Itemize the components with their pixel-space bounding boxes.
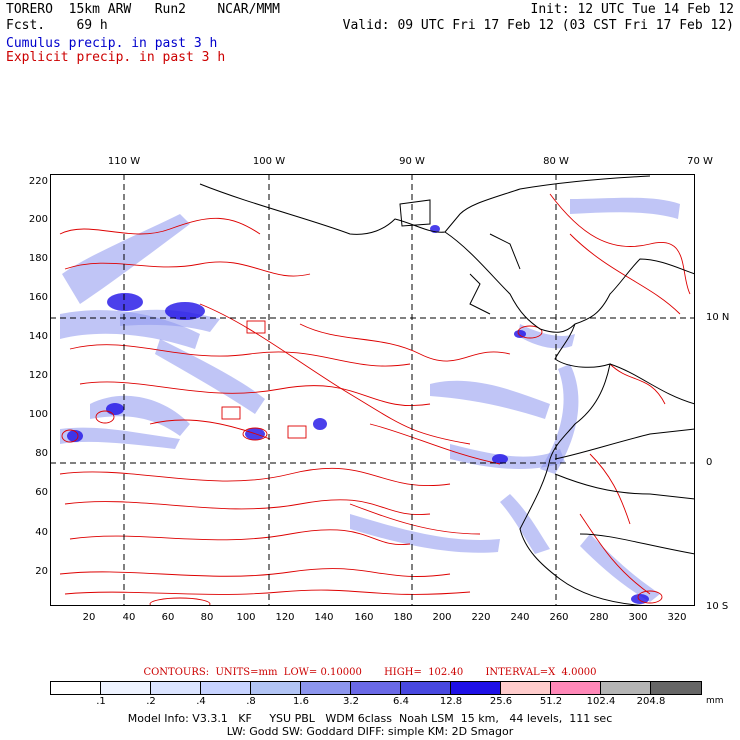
valid-time: Valid: 09 UTC Fri 17 Feb 12 (03 CST Fri …	[342, 18, 734, 33]
model-title: TORERO 15km ARW Run2 NCAR/MMM	[6, 2, 280, 17]
x-tick: 240	[510, 612, 530, 623]
lon-label: 80 W	[543, 156, 569, 167]
legend-label: 102.4	[586, 696, 616, 707]
x-tick: 140	[314, 612, 334, 623]
map-frame	[50, 174, 695, 606]
y-tick: 100	[28, 409, 48, 420]
cumulus-precip-cores	[67, 225, 649, 604]
legend-swatch	[301, 682, 351, 694]
lat-lon-grid	[50, 174, 695, 606]
legend-label: 204.8	[636, 696, 666, 707]
lon-label: 90 W	[399, 156, 425, 167]
y-tick: 40	[35, 527, 48, 538]
y-tick: 60	[35, 487, 48, 498]
legend-swatch	[601, 682, 651, 694]
x-tick: 200	[432, 612, 452, 623]
legend-swatch	[251, 682, 301, 694]
contours-info: CONTOURS: UNITS=mm LOW= 0.10000 HIGH= 10…	[143, 667, 597, 678]
x-tick: 20	[82, 612, 96, 623]
x-tick: 60	[161, 612, 175, 623]
legend-label: 3.2	[343, 696, 359, 707]
legend-label: .2	[146, 696, 156, 707]
model-info-line2: LW: Godd SW: Goddard DIFF: simple KM: 2D…	[226, 725, 514, 738]
y-tick: 200	[28, 214, 48, 225]
x-tick: 80	[200, 612, 214, 623]
x-tick: 300	[628, 612, 648, 623]
legend-label: .1	[96, 696, 106, 707]
legend-label: 12.8	[439, 696, 463, 707]
precip-map	[50, 174, 695, 606]
y-tick: 160	[28, 292, 48, 303]
lat-label: 10 S	[706, 601, 729, 612]
x-tick: 220	[471, 612, 491, 623]
legend-swatch	[401, 682, 451, 694]
legend-label: 25.6	[489, 696, 513, 707]
model-info-line1: Model Info: V3.3.1 KF YSU PBL WDM 6class…	[127, 712, 613, 725]
legend-label: .4	[196, 696, 206, 707]
y-tick: 180	[28, 253, 48, 264]
lon-label: 100 W	[252, 156, 286, 167]
x-tick: 180	[393, 612, 413, 623]
legend-swatch	[351, 682, 401, 694]
legend-unit: mm	[706, 696, 724, 706]
legend-swatch	[51, 682, 101, 694]
lat-label: 0	[706, 457, 713, 468]
y-tick: 220	[28, 176, 48, 187]
color-legend	[50, 681, 702, 695]
legend-swatch	[501, 682, 551, 694]
y-tick: 140	[28, 331, 48, 342]
lat-label: 10 N	[706, 312, 730, 323]
legend-swatch	[451, 682, 501, 694]
coastline	[199, 175, 695, 606]
contour-label-boxes	[221, 320, 307, 439]
y-tick: 120	[28, 370, 48, 381]
explicit-precip-contours	[59, 193, 691, 606]
legend-label: 6.4	[393, 696, 409, 707]
legend-swatch	[651, 682, 701, 694]
init-time: Init: 12 UTC Tue 14 Feb 12	[530, 2, 735, 17]
legend-label: 51.2	[539, 696, 563, 707]
legend-swatch	[151, 682, 201, 694]
legend-label: 1.6	[293, 696, 309, 707]
cumulus-precip-label: Cumulus precip. in past 3 h	[6, 36, 218, 51]
x-tick: 280	[589, 612, 609, 623]
lon-label: 70 W	[687, 156, 713, 167]
explicit-precip-label: Explicit precip. in past 3 h	[6, 50, 226, 65]
lon-label: 110 W	[107, 156, 141, 167]
x-tick: 120	[275, 612, 295, 623]
x-tick: 160	[354, 612, 374, 623]
y-tick: 80	[35, 448, 48, 459]
forecast-hour: Fcst. 69 h	[6, 18, 108, 33]
y-tick: 20	[35, 566, 48, 577]
x-tick: 40	[122, 612, 136, 623]
legend-swatch	[101, 682, 151, 694]
x-tick: 320	[667, 612, 687, 623]
legend-swatch	[201, 682, 251, 694]
x-tick: 260	[549, 612, 569, 623]
x-tick: 100	[236, 612, 256, 623]
legend-label: .8	[246, 696, 256, 707]
legend-swatch	[551, 682, 601, 694]
